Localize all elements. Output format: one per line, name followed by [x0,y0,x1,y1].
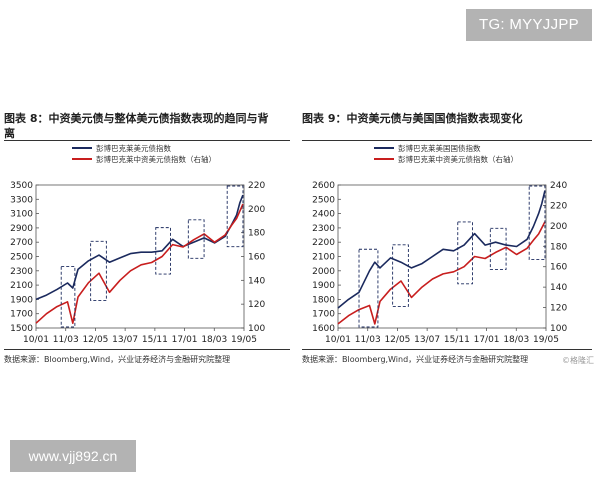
left-axis-tick: 2100 [10,281,33,291]
left-axis-tick: 3100 [10,210,33,220]
highlight-box [90,240,107,301]
x-axis-tick: 18/03 [503,335,529,345]
x-axis-tick: 15/11 [142,335,168,345]
source-rule-right [302,349,592,350]
right-axis-tick: 120 [248,300,265,310]
x-axis-tick: 19/05 [533,335,559,345]
right-axis-tick: 240 [550,181,567,191]
left-axis-tick: 2300 [312,224,335,234]
right-axis-tick: 160 [248,253,265,263]
x-axis-tick: 12/05 [82,335,108,345]
left-axis-tick: 2500 [10,253,33,263]
left-axis-tick: 1800 [312,295,335,305]
x-axis-tick: 11/03 [53,335,79,345]
source-note-left: 数据来源：Bloomberg,Wind，兴业证券经济与金融研究院整理 [4,355,231,364]
chart-caption-left: 图表 8：中资美元债与整体美元债指数表现的趋同与背 [4,112,269,125]
right-axis-tick: 140 [550,283,567,293]
left-axis-tick: 2700 [10,238,33,248]
left-axis-tick: 2600 [312,181,335,191]
left-axis-tick: 1700 [10,310,33,320]
left-axis-tick: 1900 [10,295,33,305]
x-axis-tick: 13/07 [112,335,138,345]
x-axis-tick: 11/03 [355,335,381,345]
x-axis-tick: 17/01 [474,335,500,345]
left-axis-tick: 2500 [312,195,335,205]
credit-watermark: ©格隆汇 [562,356,594,365]
series-line-1 [337,190,546,309]
left-axis-tick: 2300 [10,267,33,277]
chart-caption-right: 图表 9：中资美元债与美国国债指数表现变化 [302,112,523,125]
left-axis-tick: 1900 [312,281,335,291]
right-axis-tick: 200 [550,222,567,232]
left-axis-tick: 3300 [10,195,33,205]
left-axis-tick: 2000 [312,267,335,277]
left-axis-tick: 3500 [10,181,33,191]
highlight-box [358,248,379,328]
x-axis-tick: 19/05 [231,335,257,345]
right-axis-tick: 220 [248,181,265,191]
right-axis-tick: 120 [550,304,567,314]
right-axis-tick: 100 [248,324,265,334]
left-axis-tick: 2200 [312,238,335,248]
right-axis-tick: 140 [248,276,265,286]
left-axis-tick: 1600 [312,324,335,334]
series-line-2 [337,221,546,325]
x-axis-tick: 12/05 [384,335,410,345]
left-axis-tick: 2400 [312,210,335,220]
highlight-box [226,185,244,248]
right-axis-tick: 180 [550,242,567,252]
right-axis-tick: 200 [248,205,265,215]
source-note-right: 数据来源：Bloomberg,Wind，兴业证券经济与金融研究院整理 [302,355,529,364]
legend-label: 彭博巴克莱中资美元债指数（右轴） [398,154,518,164]
x-axis-tick: 17/01 [172,335,198,345]
highlight-box [60,266,76,328]
series-line-2 [35,203,244,324]
x-axis-tick: 10/01 [23,335,49,345]
highlight-box [187,219,205,259]
right-axis-tick: 160 [550,263,567,273]
highlight-box [155,227,171,275]
caption-rule-right [302,140,592,141]
x-axis-tick: 10/01 [325,335,351,345]
right-axis-tick: 100 [550,324,567,334]
right-axis-tick: 220 [550,201,567,211]
right-axis-tick: 180 [248,229,265,239]
series-line-1 [35,194,244,301]
legend-label: 彭博巴克莱美元债指数 [96,143,171,153]
x-axis-tick: 15/11 [444,335,470,345]
left-axis-tick: 1700 [312,310,335,320]
legend-label: 彭博巴克莱美国国债指数 [398,143,481,153]
highlight-box [528,185,546,261]
highlight-box [489,227,507,270]
plot-frame [35,184,245,329]
left-axis-tick: 2900 [10,224,33,234]
watermark-bottom: www.vjj892.cn [10,440,136,472]
chart-caption-left-continued: 离 [4,127,15,140]
caption-rule-left [4,140,290,141]
x-axis-tick: 13/07 [414,335,440,345]
x-axis-tick: 18/03 [201,335,227,345]
left-axis-tick: 1500 [10,324,33,334]
highlight-box [392,244,409,307]
highlight-box [457,221,473,285]
source-rule-left [4,349,290,350]
left-axis-tick: 2100 [312,253,335,263]
legend-label: 彭博巴克莱中资美元债指数（右轴） [96,154,216,164]
watermark-top: TG: MYYJJPP [466,9,592,41]
